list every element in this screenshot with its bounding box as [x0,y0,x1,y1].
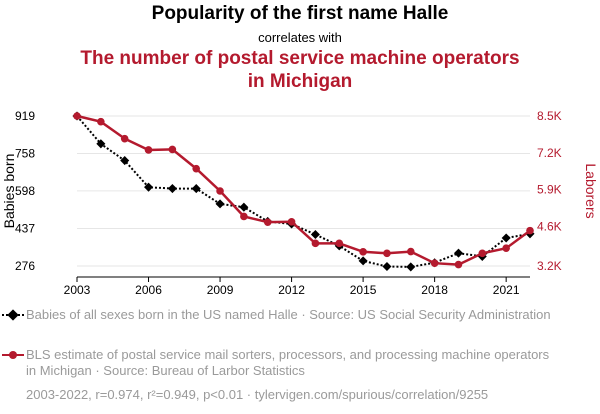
legend-label-babies: Babies of all sexes born in the US named… [26,307,551,322]
data-point-laborers [263,218,272,226]
chart-title: Popularity of the first name Halle [151,3,449,24]
legend-label-laborers: BLS estimate of postal service mail sort… [26,347,550,378]
y-left-tick-label: 598 [15,184,35,198]
y-left-tick-label: 276 [15,259,35,273]
data-point-laborers [478,249,487,258]
y-left-axis-title: Babies born [1,154,17,229]
data-point-laborers [383,249,391,258]
legend-item-babies: Babies of all sexes born in the US named… [0,307,600,323]
data-point-laborers [406,247,415,256]
data-point-laborers [502,244,510,252]
y-right-tick-label: 5.9K [537,183,562,197]
data-point-laborers [526,226,534,235]
y-left-tick-label: 919 [15,109,35,123]
y-left-tick-label: 758 [15,147,35,161]
y-right-tick-label: 3.2K [537,259,562,273]
data-point-babies [382,261,392,272]
y-left-tick-label: 437 [15,221,35,235]
data-point-babies [358,256,368,266]
x-tick-label: 2021 [493,283,520,297]
chart-title-secondary: The number of postal service machine ope… [80,48,520,92]
data-point-laborers [73,112,81,120]
data-point-babies [167,184,177,194]
series-line-babies [76,115,531,268]
data-point-laborers [97,117,105,126]
x-tick-label: 2012 [278,283,305,297]
data-point-laborers [216,187,224,195]
x-tick-label: 2015 [350,283,377,297]
y-right-tick-label: 8.5K [537,109,562,123]
data-point-laborers [430,259,439,267]
data-point-babies [406,262,416,272]
y-right-axis-title: Laborers [583,163,599,218]
data-point-laborers [287,218,296,226]
data-point-babies [453,248,464,258]
chart-subtitle: correlates with [258,30,342,45]
data-point-babies [310,229,320,240]
data-point-laborers [359,248,367,256]
legend-key-laborers [2,351,24,359]
x-tick-label: 2009 [207,283,234,297]
line-chart: 919 758 598 437 276 8.5K 7.2K 5.9K 4.6K 3.2K 2003 2… [1,109,599,297]
data-point-babies [215,199,225,209]
legend-key-babies [2,309,24,321]
x-tick-label: 2006 [135,283,162,297]
data-point-laborers [168,145,177,154]
legend-item-laborers: BLS estimate of postal service mail sort… [0,347,600,379]
y-right-tick-label: 7.2K [537,146,562,160]
data-point-laborers [335,239,344,248]
x-tick-label: 2018 [421,283,448,297]
data-point-babies [239,202,249,212]
data-point-laborers [240,212,248,221]
data-point-laborers [192,164,201,173]
series-line-laborers [76,114,531,266]
data-point-laborers [120,134,129,143]
data-point-laborers [454,260,463,269]
data-point-laborers [144,146,153,154]
y-right-tick-label: 4.6K [537,219,562,233]
footer-note: 2003-2022, r=0.974, r²=0.949, p<0.01 · t… [26,387,489,402]
x-tick-label: 2003 [64,283,91,297]
data-point-laborers [311,239,320,248]
